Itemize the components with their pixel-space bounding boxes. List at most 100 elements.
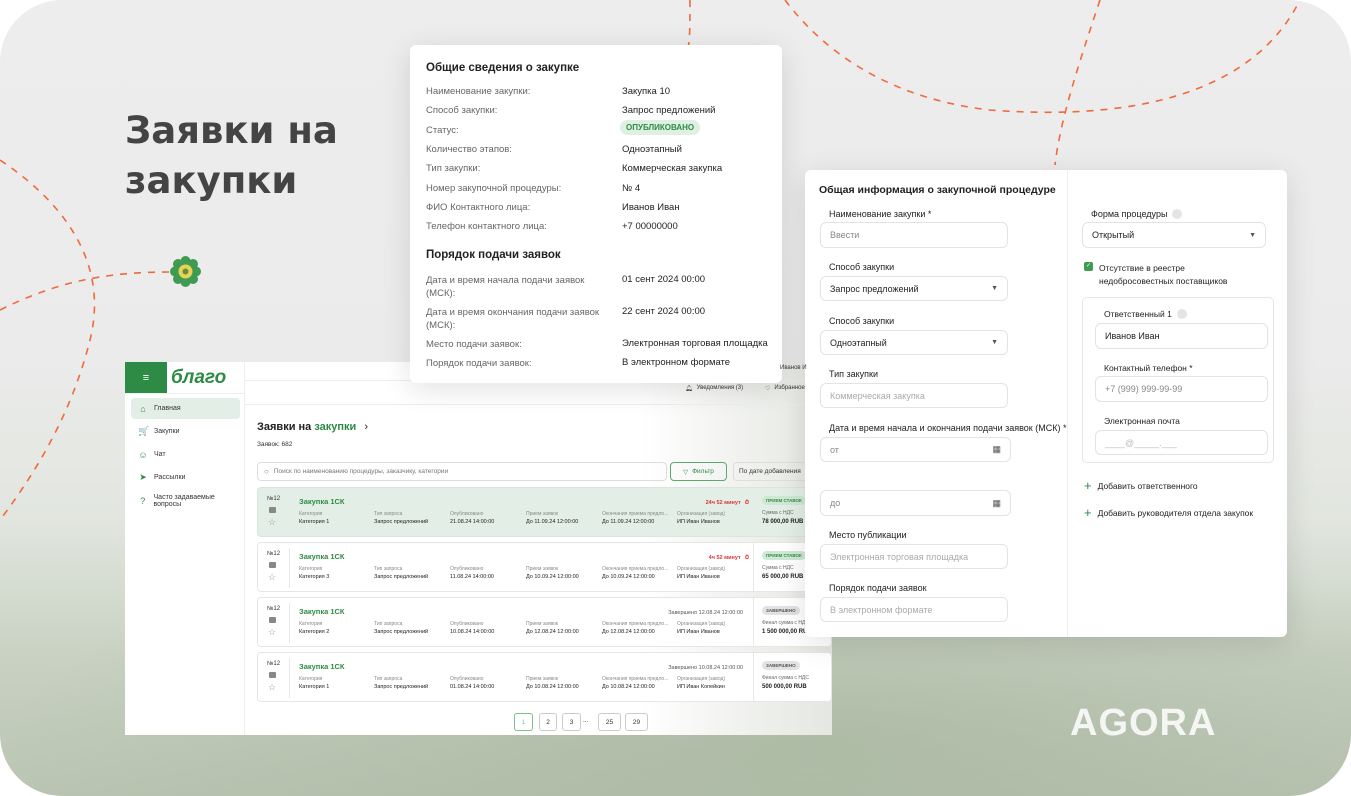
form-type-select[interactable]: Открытый ▼ <box>1082 222 1266 248</box>
dropdown-arrow-icon: ▼ <box>991 285 998 292</box>
row-title[interactable]: Закупка 1СК <box>299 607 345 616</box>
sidebar-item[interactable]: ➤ Рассылки <box>131 467 240 488</box>
column-divider <box>1067 170 1068 637</box>
divider <box>289 658 290 698</box>
method-select[interactable]: Запрос предложений ▼ <box>820 276 1008 301</box>
column-value: ИП Иван Копейкин <box>677 684 725 690</box>
name-input[interactable]: Ввести <box>820 222 1008 248</box>
email-label: Электронная почта <box>1104 416 1180 426</box>
column-label: Опубликовано <box>450 511 484 517</box>
star-icon[interactable]: ☆ <box>268 517 277 527</box>
page-button[interactable]: 1 <box>514 713 533 731</box>
sunflower-icon <box>170 256 201 287</box>
divider <box>289 548 290 588</box>
search-input[interactable]: ○ Поиск по наименованию процедуры, заказч… <box>257 462 667 481</box>
sum-label: Финал сумма с НДС <box>762 620 809 626</box>
notifications-button[interactable]: 🔔︎ Уведомления (3) <box>685 385 743 392</box>
column-value: До 12.08.24 12:00:00 <box>526 629 579 635</box>
divider <box>753 488 754 538</box>
timer-text: 24ч 52 минут <box>705 500 741 506</box>
type-label: Тип закупки <box>829 369 879 379</box>
submission-order-title: Порядок подачи заявок <box>426 249 561 261</box>
registry-checkbox-label: Отсутствие в реестре недобросовестных по… <box>1099 263 1228 286</box>
calendar-icon[interactable]: ▦ <box>992 444 1001 454</box>
blago-logo: благо <box>171 367 227 388</box>
search-placeholder: Поиск по наименованию процедуры, заказчи… <box>273 468 449 475</box>
phone-input[interactable]: +7 (999) 999-99-99 <box>1095 376 1268 402</box>
chat-icon: ☺ <box>138 449 148 460</box>
lock-icon <box>269 617 276 623</box>
field-value: В электронном формате <box>622 357 731 368</box>
user-name[interactable]: Иванов И <box>780 365 807 371</box>
column-label: Тип запроса <box>374 621 403 627</box>
column-value: До 12.08.24 12:00:00 <box>602 629 655 635</box>
search-icon: ○ <box>264 467 269 476</box>
column-value: Запрос предложений <box>374 629 429 635</box>
phone-label: Контактный телефон * <box>1104 363 1193 373</box>
page-button[interactable]: 29 <box>625 713 648 731</box>
date-from-input[interactable]: от ▦ <box>820 437 1011 462</box>
table-row[interactable]: №12 ☆ Закупка 1СК Категория Категория 3 Тип з… <box>257 542 832 593</box>
sort-select[interactable]: По дате добавления <box>733 462 805 481</box>
column-value: До 10.09.24 12:00:00 <box>602 574 655 580</box>
info-icon[interactable] <box>1172 209 1183 219</box>
page-button[interactable]: 25 <box>598 713 621 731</box>
date-to-input[interactable]: до ▦ <box>820 490 1011 516</box>
row-title[interactable]: Закупка 1СК <box>299 552 345 561</box>
field-label: Количество этапов: <box>426 143 512 155</box>
registry-checkbox[interactable]: ✓ <box>1084 262 1093 271</box>
row-number: №12 <box>267 661 281 667</box>
column-value: До 10.09.24 12:00:00 <box>526 574 579 580</box>
hero-title: Заявки на закупки <box>125 106 338 206</box>
sidebar-item[interactable]: 🛒 Закупки <box>131 421 240 442</box>
responsible-input[interactable]: Иванов Иван <box>1095 323 1268 349</box>
favorites-button[interactable]: ♡ Избранное <box>765 385 805 392</box>
sidebar-item[interactable]: ⌂ Главная <box>131 398 240 419</box>
table-row[interactable]: №12 ☆ Закупка 1СК Категория Категория 1 Тип з… <box>257 487 832 538</box>
field-label: Способ закупки: <box>426 105 498 117</box>
calendar-icon[interactable]: ▦ <box>992 497 1001 508</box>
field-label: Наименование закупки: <box>426 86 531 97</box>
plus-icon: + <box>1084 505 1092 520</box>
info-icon[interactable] <box>1176 309 1187 319</box>
stages-value: Одноэтапный <box>830 337 887 348</box>
column-value: ИП Иван Иванов <box>677 519 720 525</box>
email-input[interactable]: ____@_____.___ <box>1095 430 1268 455</box>
type-input[interactable]: Коммерческая закупка <box>820 383 1008 408</box>
place-input[interactable]: Электронная торговая площадка <box>820 544 1008 569</box>
add-head-button[interactable]: + Добавить руководителя отдела закупок <box>1084 505 1253 520</box>
column-label: Категория <box>299 621 323 627</box>
order-label: Порядок подачи заявок <box>829 583 927 593</box>
star-icon[interactable]: ☆ <box>268 572 277 582</box>
column-label: Опубликовано <box>450 566 484 572</box>
row-title[interactable]: Закупка 1СК <box>299 497 345 506</box>
add-responsible-button[interactable]: + Добавить ответственного <box>1084 478 1198 493</box>
column-label: Тип запроса <box>374 566 403 572</box>
column-label: Категория <box>299 566 323 572</box>
column-value: Запрос предложений <box>374 574 429 580</box>
clock-icon: ⏱ <box>744 500 749 506</box>
order-input[interactable]: В электронном формате <box>820 597 1008 622</box>
column-value: 21.08.24 14:00:00 <box>450 519 495 525</box>
menu-icon[interactable]: ≡ <box>125 362 167 393</box>
column-label: Прием заявок <box>526 511 559 517</box>
procedure-form-card: Общая информация о закупочной процедуре … <box>805 170 1287 637</box>
star-icon[interactable]: ☆ <box>268 682 277 692</box>
sidebar-item[interactable]: ☺ Чат <box>131 444 240 465</box>
page-button[interactable]: 3 <box>562 713 581 731</box>
table-row[interactable]: №12 ☆ Закупка 1СК Категория Категория 1 Тип з… <box>257 652 832 703</box>
stages-select[interactable]: Одноэтапный ▼ <box>820 330 1008 355</box>
date-from-placeholder: от <box>830 444 839 455</box>
column-value: 10.08.24 14:00:00 <box>450 629 495 635</box>
field-label: Дата и время окончания подачи заявок (МС… <box>426 307 600 331</box>
table-row[interactable]: №12 ☆ Закупка 1СК Категория Категория 2 Тип з… <box>257 597 832 648</box>
star-icon[interactable]: ☆ <box>268 627 277 637</box>
row-title[interactable]: Закупка 1СК <box>299 662 345 671</box>
general-info-title: Общие сведения о закупке <box>426 62 580 74</box>
requests-count: Заявок: 682 <box>257 441 293 448</box>
filter-button[interactable]: ▽ Фильтр <box>670 462 727 481</box>
field-label: Порядок подачи заявок: <box>426 358 532 369</box>
sidebar-item[interactable]: ? Часто задаваемые вопросы <box>131 490 240 511</box>
page-button[interactable]: 2 <box>539 713 557 731</box>
chevron-right-icon[interactable]: › <box>364 421 368 433</box>
